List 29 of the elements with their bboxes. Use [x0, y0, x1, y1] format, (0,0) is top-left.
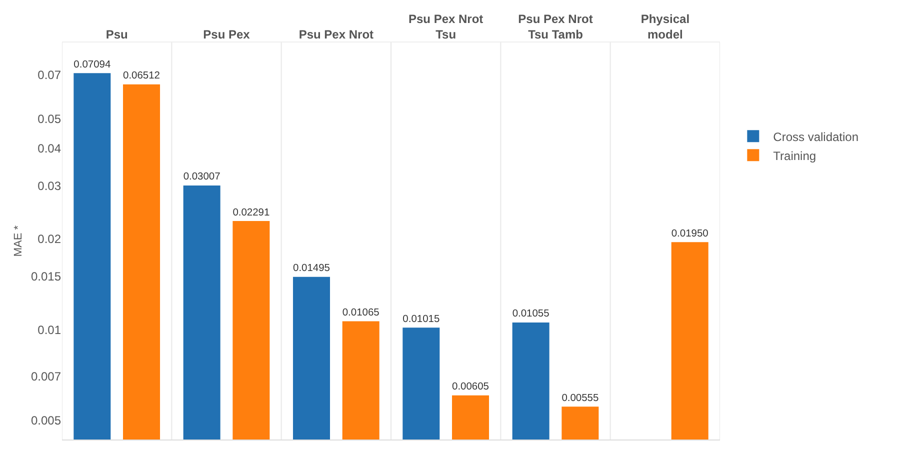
x-tick-label: Psu Pex Nrot Tsu	[408, 12, 484, 42]
legend-label: Training	[773, 148, 816, 163]
y-tick-label: 0.007	[30, 369, 62, 384]
x-tick-label: Psu Pex	[203, 28, 250, 42]
data-label: 0.03007	[183, 172, 221, 183]
x-tick-label: Psu	[106, 28, 128, 42]
y-tick-label: 0.03	[38, 178, 62, 193]
y-tick-label: 0.07	[38, 68, 62, 82]
y-tick-label: 0.005	[30, 413, 62, 428]
x-tick-label: Physical model	[640, 12, 690, 42]
y-tick-label: 0.05	[38, 112, 62, 126]
legend-label: Cross validation	[773, 130, 859, 144]
data-label: 0.00605	[452, 382, 490, 393]
data-label: 0.00555	[562, 392, 599, 404]
data-label: 0.02291	[232, 207, 270, 218]
data-label: 0.01015	[402, 314, 440, 325]
data-label: 0.01950	[671, 228, 709, 240]
y-tick-label: 0.04	[38, 141, 62, 156]
data-label: 0.01495	[293, 263, 330, 274]
x-tick-label: Psu Pex Nrot Tsu Tamb	[518, 12, 593, 42]
data-label: 0.06512	[123, 70, 160, 82]
data-label: 0.01055	[512, 308, 550, 320]
y-tick-label: 0.02	[38, 232, 62, 246]
y-tick-label: 0.015	[30, 270, 62, 284]
data-label: 0.07094	[74, 59, 111, 70]
x-tick-label: Psu Pex Nrot	[298, 28, 374, 42]
y-tick-label: 0.01	[38, 322, 62, 337]
data-label: 0.01065	[342, 308, 380, 319]
y-axis-title: MAE *	[12, 224, 25, 257]
